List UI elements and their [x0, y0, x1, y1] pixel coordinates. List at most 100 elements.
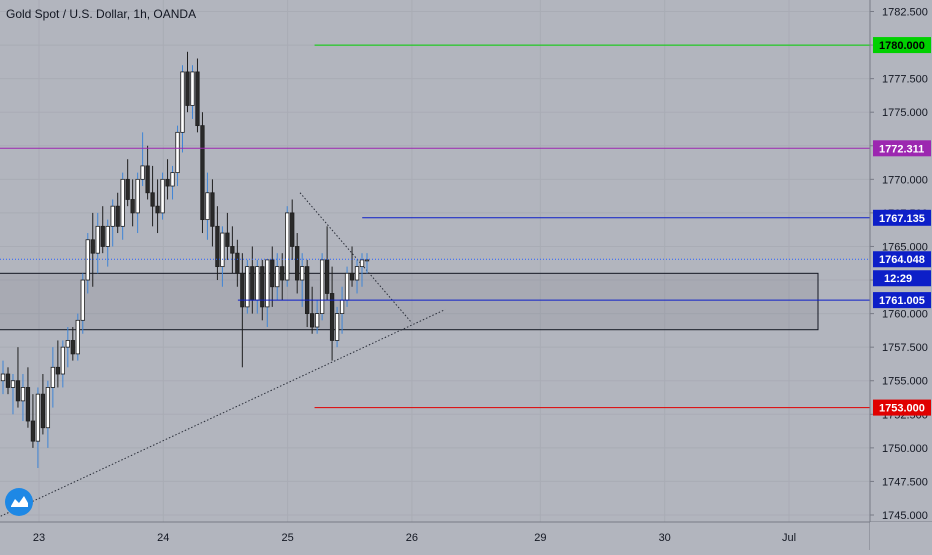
y-tick-label: 1747.500: [882, 476, 928, 488]
candle-body: [165, 178, 170, 187]
candle[interactable]: [165, 159, 170, 200]
candle[interactable]: [364, 253, 370, 274]
support-zone[interactable]: [0, 272, 819, 331]
candle[interactable]: [260, 259, 265, 321]
candle[interactable]: [145, 145, 150, 200]
candle[interactable]: [310, 286, 315, 334]
x-tick-label: 26: [406, 532, 418, 544]
price-label-text: 1753.000: [879, 403, 925, 415]
candle[interactable]: [205, 172, 210, 240]
candle[interactable]: [150, 165, 155, 227]
y-tick-label: 1760.000: [882, 309, 928, 321]
candle[interactable]: [324, 226, 330, 301]
candle[interactable]: [240, 253, 245, 368]
candle[interactable]: [359, 253, 365, 287]
candle[interactable]: [155, 179, 160, 234]
candle[interactable]: [50, 347, 56, 408]
candle[interactable]: [210, 179, 215, 247]
trendline-2[interactable]: [299, 192, 413, 324]
candle[interactable]: [140, 132, 145, 187]
candle[interactable]: [25, 367, 31, 428]
candle[interactable]: [35, 387, 41, 469]
candle[interactable]: [170, 165, 175, 200]
candle[interactable]: [100, 206, 105, 254]
candle-body: [295, 246, 300, 281]
current-price-label[interactable]: 1764.048: [873, 251, 931, 268]
candle[interactable]: [125, 159, 130, 207]
candle[interactable]: [190, 65, 195, 119]
candle[interactable]: [245, 259, 250, 314]
candle-body: [115, 205, 120, 227]
candle[interactable]: [30, 394, 36, 448]
candle[interactable]: [80, 273, 85, 334]
candle[interactable]: [285, 206, 290, 287]
trend-layer: [0, 192, 446, 518]
candle[interactable]: [314, 300, 320, 334]
candle[interactable]: [95, 212, 100, 274]
candle[interactable]: [5, 367, 11, 395]
candle[interactable]: [110, 199, 115, 247]
candle-body: [155, 205, 160, 214]
candle[interactable]: [0, 360, 6, 395]
candle[interactable]: [10, 374, 16, 415]
candle[interactable]: [70, 327, 75, 361]
candle[interactable]: [45, 380, 51, 448]
candle[interactable]: [290, 199, 295, 260]
candle-body: [135, 178, 140, 214]
current-price-label-text: 1764.048: [879, 254, 925, 266]
candle[interactable]: [15, 347, 21, 408]
candle[interactable]: [185, 51, 190, 113]
candle[interactable]: [354, 259, 360, 294]
candle[interactable]: [230, 226, 235, 274]
candle[interactable]: [130, 179, 135, 227]
zone-layer: [0, 272, 819, 331]
candle[interactable]: [195, 58, 200, 133]
price-label[interactable]: 1780.000: [873, 37, 931, 54]
candle[interactable]: [135, 172, 140, 234]
candle[interactable]: [115, 192, 120, 234]
candle[interactable]: [60, 340, 65, 388]
candle[interactable]: [319, 253, 325, 321]
candle[interactable]: [220, 226, 225, 287]
candle[interactable]: [300, 253, 305, 307]
candle[interactable]: [215, 206, 220, 281]
candle[interactable]: [295, 233, 300, 294]
candle[interactable]: [180, 65, 185, 153]
candle[interactable]: [329, 266, 335, 361]
candle-body: [120, 178, 125, 227]
candle[interactable]: [55, 340, 60, 388]
candle[interactable]: [235, 239, 240, 287]
candle-body: [250, 266, 255, 301]
candle[interactable]: [90, 212, 95, 287]
candle-body: [210, 192, 215, 227]
tradingview-logo[interactable]: [5, 488, 33, 516]
candle[interactable]: [20, 374, 26, 422]
candle[interactable]: [200, 112, 205, 234]
price-label-bg: [873, 209, 931, 226]
candle[interactable]: [120, 172, 125, 240]
candle[interactable]: [334, 306, 340, 348]
candle[interactable]: [160, 172, 165, 220]
candle-body: [0, 373, 6, 382]
candle-body: [110, 205, 115, 227]
candle[interactable]: [265, 259, 270, 328]
candle[interactable]: [40, 374, 46, 435]
price-label[interactable]: 1767.135: [873, 209, 931, 226]
candle[interactable]: [85, 233, 90, 294]
candle[interactable]: [175, 125, 180, 187]
candle[interactable]: [270, 246, 275, 307]
price-label[interactable]: 1772.311: [873, 140, 931, 157]
candle-layer: [0, 51, 370, 469]
candle[interactable]: [65, 327, 70, 368]
candle[interactable]: [225, 212, 230, 260]
logo-icon: [11, 496, 28, 507]
price-label[interactable]: 1753.000: [873, 399, 931, 416]
candle[interactable]: [275, 253, 280, 301]
price-label[interactable]: 1761.005: [873, 292, 931, 309]
candle[interactable]: [349, 246, 355, 287]
candle[interactable]: [280, 253, 285, 301]
candle[interactable]: [305, 259, 310, 328]
candle[interactable]: [105, 219, 110, 267]
candle[interactable]: [75, 313, 80, 361]
